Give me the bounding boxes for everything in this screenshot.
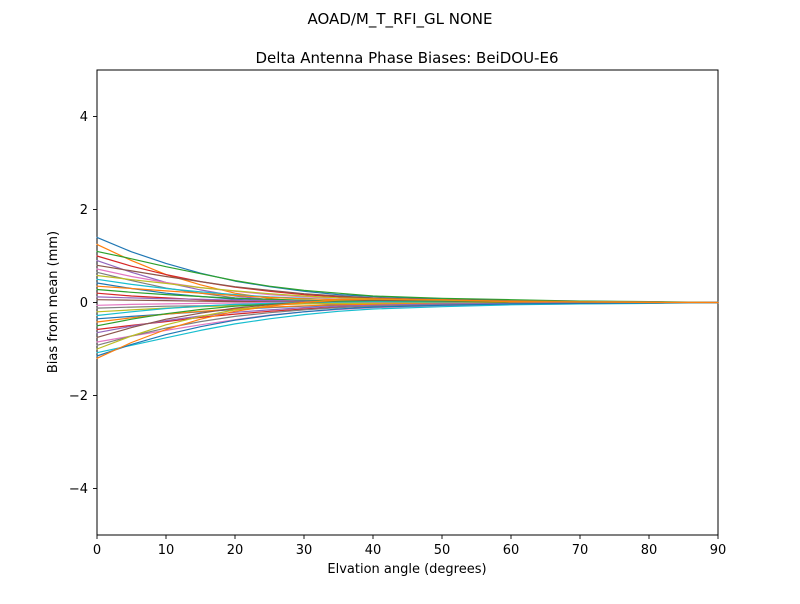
x-tick-label: 90 <box>710 543 727 558</box>
x-tick-label: 40 <box>365 543 382 558</box>
y-axis-label: Bias from mean (mm) <box>46 231 61 373</box>
x-tick-label: 30 <box>296 543 313 558</box>
y-tick-label: −2 <box>69 389 88 404</box>
x-axis-label: Elvation angle (degrees) <box>327 562 486 577</box>
y-tick-label: 0 <box>80 296 88 311</box>
series-lines <box>96 236 719 359</box>
series-line <box>96 301 719 354</box>
series-line <box>96 301 719 346</box>
axis-ticks: 0 10 20 30 40 50 60 70 80 90 −4 −2 0 2 4 <box>69 110 726 558</box>
x-tick-label: 80 <box>641 543 658 558</box>
y-tick-label: 4 <box>80 110 88 125</box>
series-line <box>96 301 719 357</box>
figure-suptitle: AOAD/M_T_RFI_GL NONE <box>308 10 493 29</box>
x-tick-label: 50 <box>434 543 451 558</box>
y-tick-label: 2 <box>80 203 88 218</box>
x-tick-label: 60 <box>503 543 520 558</box>
x-tick-label: 20 <box>227 543 244 558</box>
y-tick-label: −4 <box>69 482 88 497</box>
axes-title: Delta Antenna Phase Biases: BeiDOU-E6 <box>256 49 559 67</box>
x-tick-label: 0 <box>93 543 101 558</box>
series-line <box>96 250 719 304</box>
series-line <box>96 298 719 359</box>
x-tick-label: 10 <box>158 543 175 558</box>
x-tick-label: 70 <box>572 543 589 558</box>
